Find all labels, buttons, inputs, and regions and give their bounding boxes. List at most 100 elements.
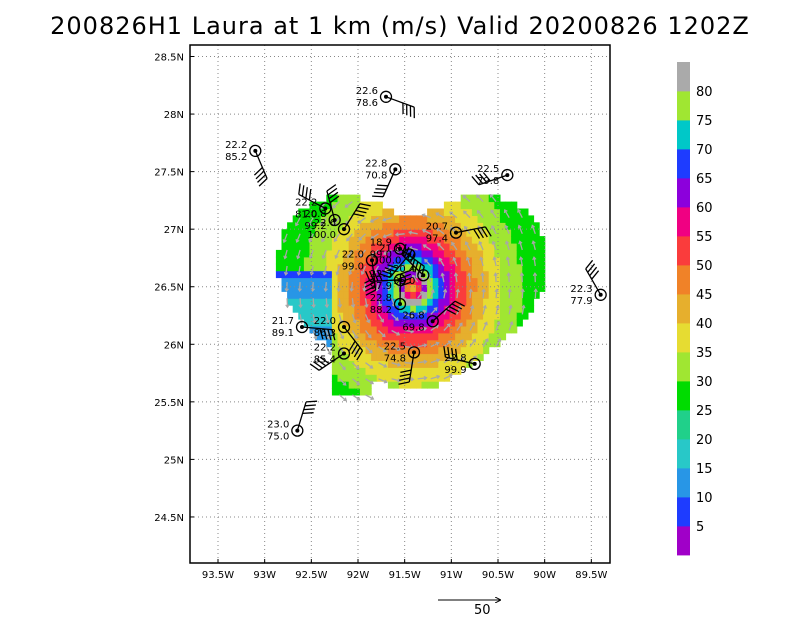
field-cell xyxy=(449,229,456,237)
field-cell xyxy=(410,339,417,348)
wind-vector-head xyxy=(323,288,328,293)
field-cell xyxy=(471,229,479,237)
field-cell xyxy=(287,236,294,244)
field-cell xyxy=(471,298,479,306)
field-cell xyxy=(404,298,411,306)
wind-barb-flag xyxy=(399,377,411,381)
field-cell xyxy=(348,243,355,251)
field-cell xyxy=(404,236,411,244)
field-cell xyxy=(516,243,523,251)
field-cell xyxy=(410,256,417,265)
wind-vector-head xyxy=(481,288,486,293)
field-cell xyxy=(415,360,423,368)
field-cell xyxy=(337,298,344,306)
wind-vector xyxy=(482,289,485,299)
wind-vector-head xyxy=(284,288,289,293)
field-cell xyxy=(331,346,339,355)
station-wind-label: 75.0 xyxy=(267,432,289,443)
wind-vector xyxy=(344,201,353,208)
field-cell xyxy=(516,256,523,265)
field-cell xyxy=(499,201,507,210)
station: 22.377.9 xyxy=(570,259,607,307)
wind-vector-head xyxy=(308,238,313,243)
wind-barb-flag xyxy=(475,174,484,184)
field-cell xyxy=(477,270,484,279)
wind-vector xyxy=(378,346,387,353)
field-cell xyxy=(432,229,439,237)
field-cell xyxy=(415,353,423,361)
field-cell xyxy=(315,284,322,292)
field-cell xyxy=(527,305,535,313)
field-cell xyxy=(337,291,344,299)
wind-vector-head xyxy=(479,256,484,261)
wind-vector xyxy=(370,217,379,223)
wind-barb-flag xyxy=(379,273,391,279)
field-cell xyxy=(382,367,389,375)
field-cell xyxy=(410,374,417,382)
field-cell xyxy=(309,305,316,313)
wind-vector xyxy=(364,298,368,308)
station: 22.099.0 xyxy=(342,249,379,296)
colorbar-swatch xyxy=(677,120,690,150)
field-cell xyxy=(376,201,383,210)
field-cell xyxy=(371,374,378,382)
wind-vector-head xyxy=(296,255,301,260)
field-cell xyxy=(483,298,490,306)
colorbar-swatch xyxy=(677,526,690,556)
field-cell xyxy=(488,298,495,306)
field-cell xyxy=(415,319,423,327)
field-cell xyxy=(516,319,523,327)
field-cell xyxy=(466,263,473,272)
wind-barb-flag xyxy=(471,175,480,186)
field-cell xyxy=(511,222,518,230)
field-cell xyxy=(337,270,344,279)
field-cell xyxy=(466,325,473,334)
wind-vector-head xyxy=(356,381,361,386)
station-dot xyxy=(384,94,388,99)
field-cell xyxy=(382,284,389,292)
field-cell xyxy=(303,215,311,223)
field-cell xyxy=(449,249,456,258)
station-pressure-label: 21.8 xyxy=(379,244,401,255)
field-cell xyxy=(326,277,333,285)
field-cell xyxy=(298,249,305,258)
field-cell xyxy=(499,270,507,279)
wind-vector xyxy=(469,289,472,299)
field-cell xyxy=(466,298,473,306)
field-cell xyxy=(410,236,417,244)
field-cell xyxy=(494,215,501,223)
field-cell xyxy=(460,277,467,285)
field-cell xyxy=(287,249,294,258)
field-cell xyxy=(298,312,305,320)
wind-vector-head xyxy=(325,319,330,325)
field-cell xyxy=(348,339,355,348)
field-cell xyxy=(393,319,400,327)
field-cell xyxy=(348,325,355,334)
wind-vector xyxy=(430,375,440,380)
wind-vector xyxy=(321,233,327,242)
wind-vector xyxy=(361,265,367,275)
field-cell xyxy=(460,249,467,258)
field-cell xyxy=(292,215,299,223)
wind-barb-flag xyxy=(301,185,305,197)
field-cell xyxy=(443,312,451,320)
field-cell xyxy=(415,305,423,313)
field-cell xyxy=(399,381,406,389)
field-cell xyxy=(516,229,523,237)
field-cell xyxy=(427,374,434,382)
field-cell xyxy=(348,291,355,299)
field-cell xyxy=(343,243,350,251)
field-cell xyxy=(315,236,322,244)
field-cell xyxy=(343,353,350,361)
field-cell xyxy=(471,325,479,334)
station-wind-label: 85.4 xyxy=(314,354,336,365)
field-cell xyxy=(427,284,434,292)
field-cell xyxy=(449,263,456,272)
colorbar-swatch xyxy=(677,323,690,353)
wind-vector xyxy=(295,217,301,226)
wind-vector-head xyxy=(490,209,495,214)
wind-vector-head xyxy=(438,257,443,262)
field-cell xyxy=(387,305,395,313)
wind-vector-head xyxy=(437,242,441,247)
wind-vector xyxy=(430,325,439,332)
